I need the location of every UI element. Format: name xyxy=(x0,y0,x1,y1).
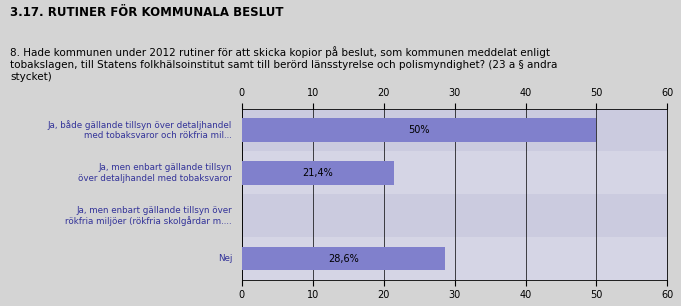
Bar xyxy=(242,237,667,280)
Text: Ja, men enbart gällande tillsyn över
rökfria miljöer (rökfria skolgårdar m....: Ja, men enbart gällande tillsyn över rök… xyxy=(65,206,232,226)
Text: 21,4%: 21,4% xyxy=(302,168,333,178)
Text: 50%: 50% xyxy=(409,125,430,135)
Bar xyxy=(242,247,445,271)
Text: Nej: Nej xyxy=(218,254,232,263)
Text: 28,6%: 28,6% xyxy=(328,254,359,263)
Bar xyxy=(242,118,597,142)
Bar xyxy=(242,151,667,194)
Bar xyxy=(242,194,667,237)
Text: 8. Hade kommunen under 2012 rutiner för att skicka kopior på beslut, som kommune: 8. Hade kommunen under 2012 rutiner för … xyxy=(10,47,558,82)
Text: 3.17. RUTINER FÖR KOMMUNALA BESLUT: 3.17. RUTINER FÖR KOMMUNALA BESLUT xyxy=(10,6,284,19)
Bar xyxy=(242,161,394,185)
Text: Ja, både gällande tillsyn över detaljhandel
med tobaksvaror och rökfria mil...: Ja, både gällande tillsyn över detaljhan… xyxy=(48,120,232,140)
Bar xyxy=(242,109,667,151)
Text: Ja, men enbart gällande tillsyn
över detaljhandel med tobaksvaror: Ja, men enbart gällande tillsyn över det… xyxy=(78,163,232,183)
